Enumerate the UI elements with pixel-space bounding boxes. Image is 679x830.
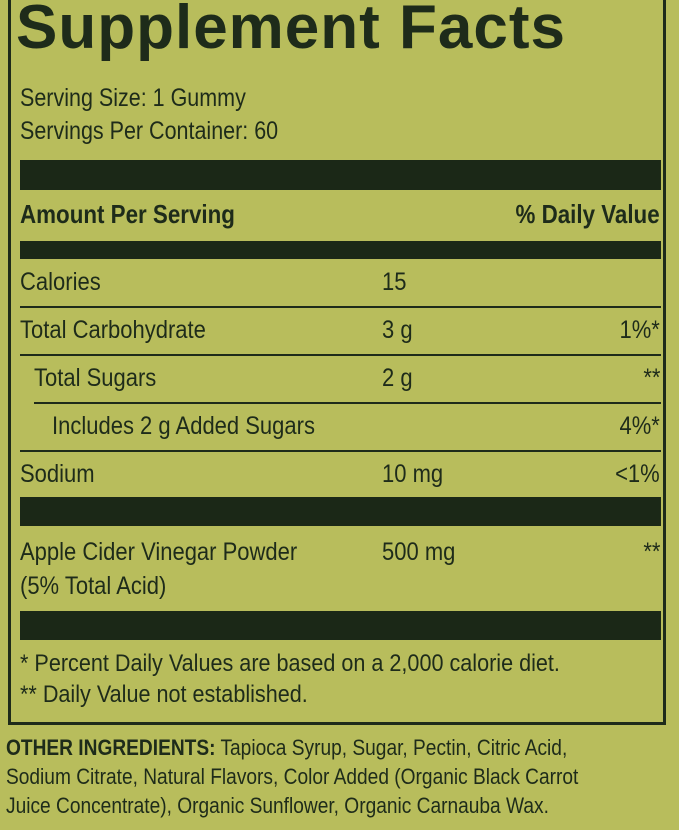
divider-thick (20, 241, 661, 259)
servings-per-container: Servings Per Container: 60 (20, 117, 279, 145)
other-ingredients-line: Sodium Citrate, Natural Flavors, Color A… (6, 764, 579, 789)
other-ingredients-line: Juice Concentrate), Organic Sunflower, O… (6, 793, 549, 818)
serving-size: Serving Size: 1 Gummy (20, 84, 246, 112)
nutrient-name: Total Carbohydrate (20, 316, 206, 344)
footnote: ** Daily Value not established. (20, 681, 308, 708)
nutrient-name: Total Sugars (34, 364, 157, 392)
other-ingredients-line: OTHER INGREDIENTS: Tapioca Syrup, Sugar,… (6, 735, 567, 761)
ingredient-amount: 500 mg (382, 538, 456, 566)
divider-thick (20, 611, 661, 640)
nutrient-dv: ** (642, 364, 660, 392)
nutrient-amount: 15 (382, 268, 407, 296)
facts-panel (8, 0, 666, 725)
row-divider (20, 354, 661, 356)
nutrient-dv: 1%* (619, 316, 660, 344)
row-divider (20, 306, 661, 308)
divider-thick (20, 160, 661, 190)
panel-title: Supplement Facts (16, 0, 566, 62)
ingredients-text: Tapioca Syrup, Sugar, Pectin, Citric Aci… (215, 735, 568, 760)
nutrient-name: Sodium (20, 460, 95, 488)
daily-value-header: % Daily Value (515, 199, 660, 229)
divider-thick (20, 497, 661, 526)
ingredient-subtext: (5% Total Acid) (20, 572, 167, 600)
nutrient-name: Includes 2 g Added Sugars (52, 412, 315, 440)
nutrient-amount: 2 g (382, 364, 413, 392)
nutrient-amount: 10 mg (382, 460, 444, 488)
row-divider (34, 402, 661, 404)
other-ingredients-label: OTHER INGREDIENTS: (6, 735, 216, 760)
nutrient-name: Calories (20, 268, 101, 296)
ingredient-dv: ** (642, 538, 660, 566)
row-divider (20, 450, 661, 452)
nutrient-dv: <1% (615, 460, 660, 488)
nutrient-amount: 3 g (382, 316, 413, 344)
ingredient-name: Apple Cider Vinegar Powder (20, 538, 298, 566)
amount-per-serving-header: Amount Per Serving (20, 199, 235, 229)
footnote: * Percent Daily Values are based on a 2,… (20, 650, 560, 677)
nutrient-dv: 4%* (619, 412, 660, 440)
